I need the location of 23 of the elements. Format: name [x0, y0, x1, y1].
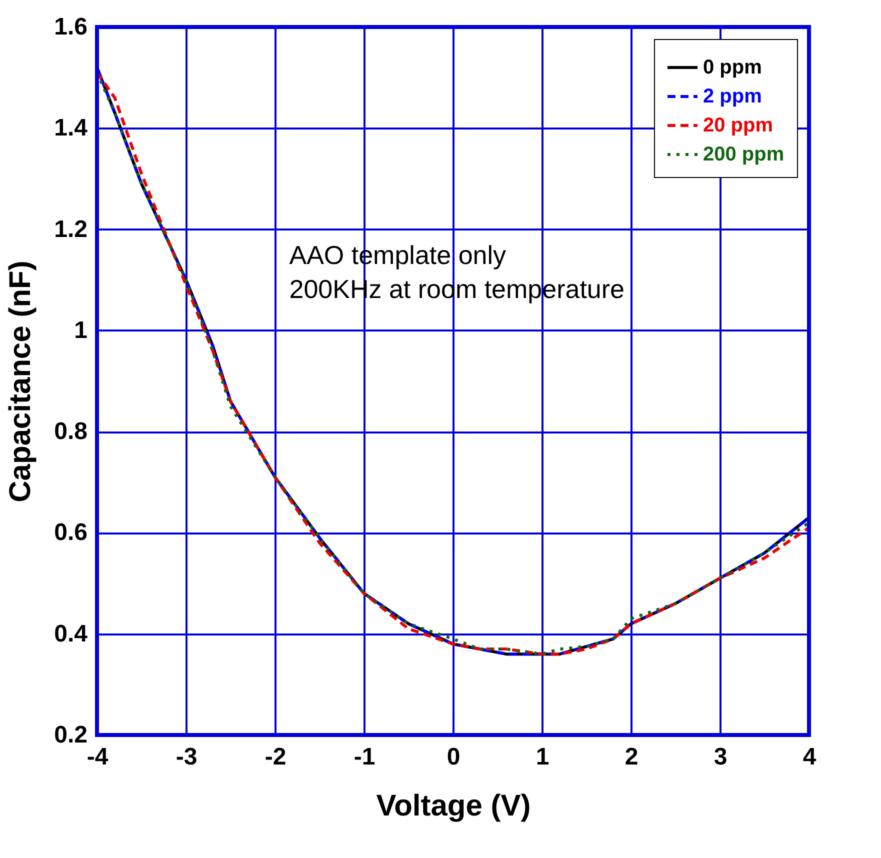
x-tick-label: -1 [354, 744, 376, 770]
x-tick-label: -4 [86, 744, 109, 770]
y-tick-label: 1.4 [54, 114, 88, 142]
y-tick-label: 0.6 [54, 519, 88, 546]
legend-label: 0 ppm [703, 56, 762, 78]
y-axis-title: Capacitance (nF) [4, 260, 38, 502]
x-tick-label: 1 [536, 744, 550, 770]
y-tick-label: 0.2 [54, 722, 88, 748]
legend-label: 200 ppm [703, 144, 784, 166]
legend-label: 20 ppm [703, 114, 774, 136]
x-tick-label: 0 [446, 744, 460, 770]
legend-label: 2 ppm [703, 86, 762, 108]
x-tick-label: -3 [176, 744, 198, 770]
y-tick-label: 0.8 [54, 418, 88, 446]
x-tick-label: 3 [714, 744, 728, 770]
x-tick-label: 2 [624, 744, 638, 770]
y-tick-label: 1.2 [54, 216, 88, 243]
y-tick-label: 1 [74, 316, 88, 344]
y-tick-label: 0.4 [54, 620, 88, 648]
x-tick-label: 4 [802, 744, 817, 770]
x-tick-label: -2 [264, 744, 286, 770]
y-tick-label: 1.6 [54, 14, 88, 40]
x-axis-title: Voltage (V) [376, 790, 531, 822]
